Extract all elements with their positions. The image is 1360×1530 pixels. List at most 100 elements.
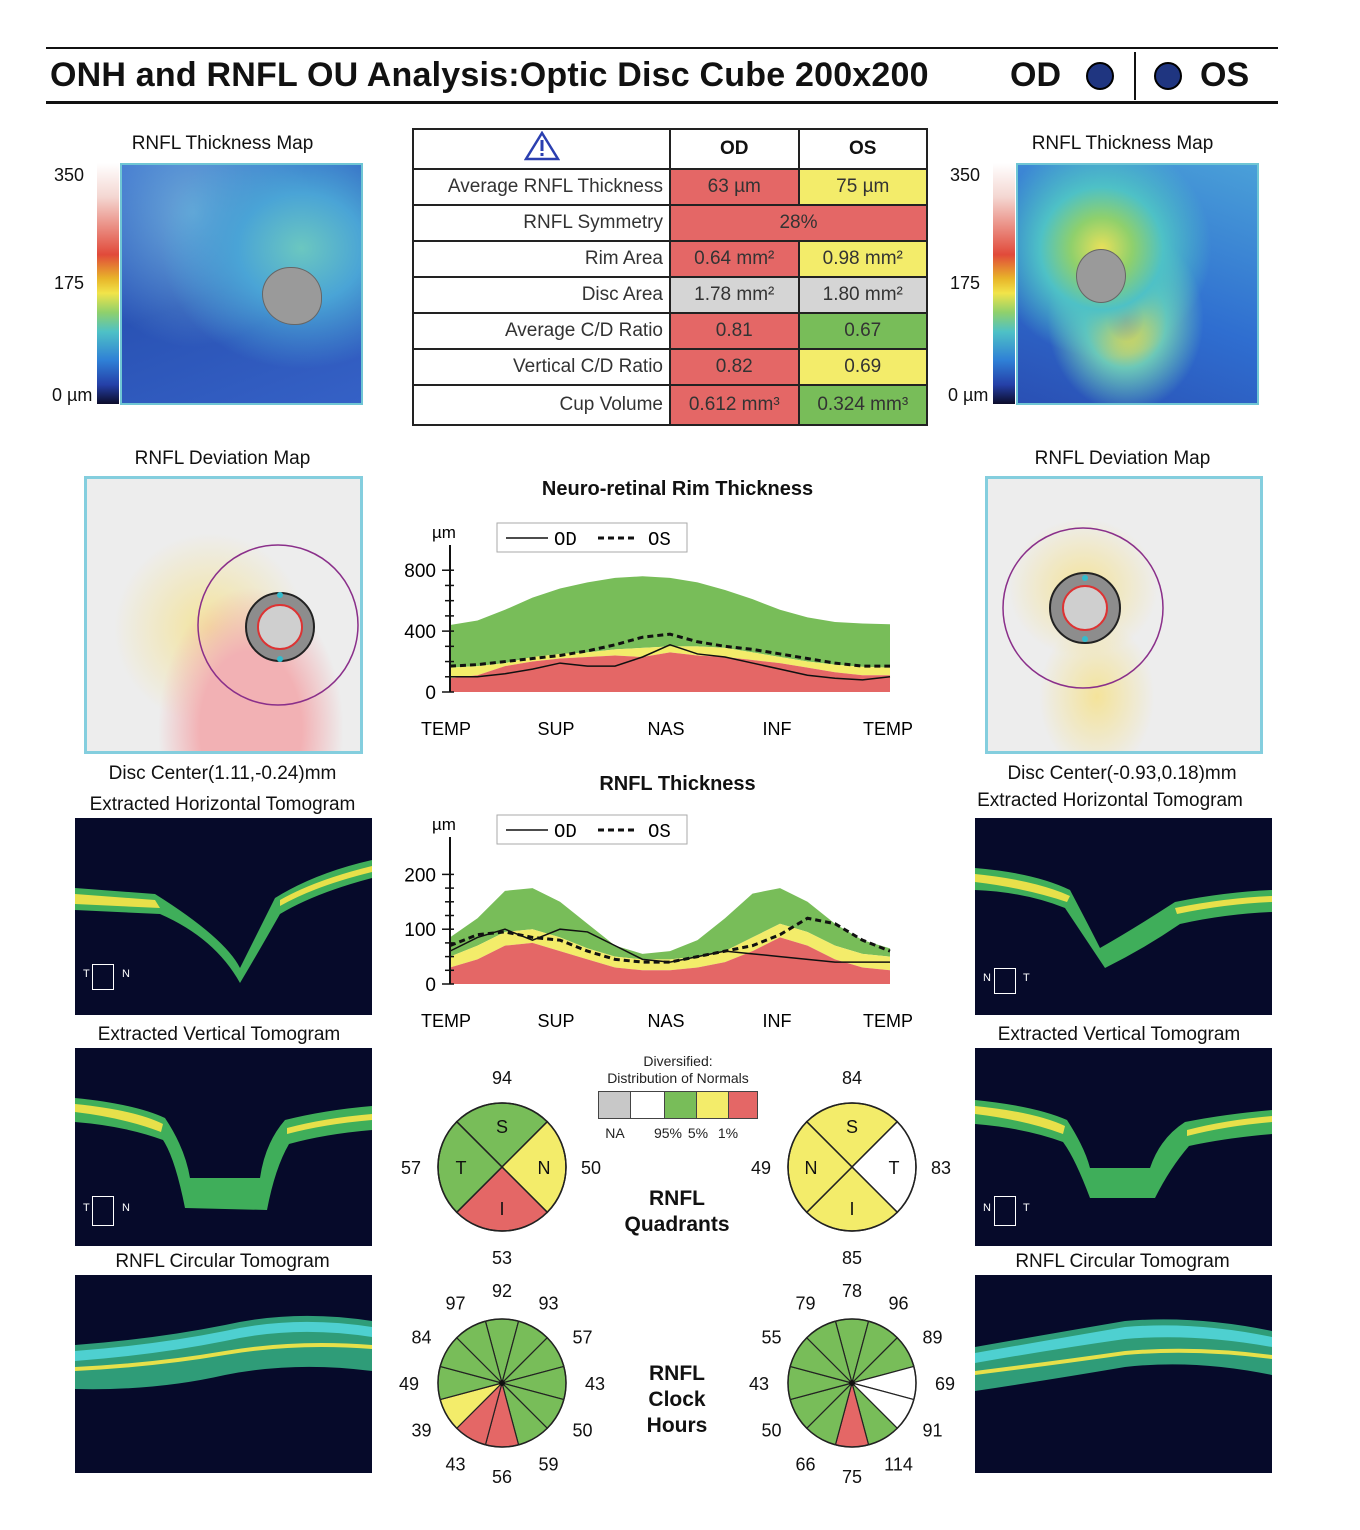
- legend-5-label: 5%: [687, 1125, 709, 1141]
- table-row: Average C/D Ratio 0.81 0.67: [412, 312, 928, 350]
- table-row: Cup Volume 0.612 mm³ 0.324 mm³: [412, 384, 928, 426]
- clock-hour-value: 93: [538, 1293, 558, 1313]
- od-value: 63 µm: [669, 168, 800, 206]
- od-value: 0.81: [669, 312, 800, 350]
- series-line-od: [450, 644, 891, 681]
- table-row: Vertical C/D Ratio 0.82 0.69: [412, 348, 928, 386]
- os-h-marker-right: T: [1023, 972, 1030, 984]
- os-value: 0.67: [797, 312, 928, 350]
- os-horizontal-tomogram: N T: [975, 818, 1272, 1015]
- od-disc-center: Disc Center(1.11,-0.24)mm: [108, 763, 337, 784]
- clock-center-dot: [849, 1380, 855, 1386]
- od-v-marker-left: T: [83, 1202, 90, 1214]
- os-circular-tomogram: [975, 1275, 1272, 1473]
- y-tick-label: 0: [425, 975, 436, 996]
- table-header-row: OD OS: [412, 128, 928, 170]
- os-h-marker-left: N: [983, 972, 991, 984]
- od-scale-bottom: 0 µm: [52, 385, 93, 405]
- od-h-marker-left: T: [83, 968, 90, 980]
- legend-na-label: NA: [605, 1125, 625, 1141]
- y-axis-label: µm: [432, 815, 456, 834]
- norm-band-red: [450, 937, 890, 984]
- table-row: Disc Area 1.78 mm² 1.80 mm²: [412, 276, 928, 314]
- od-value: 0.612 mm³: [669, 384, 800, 426]
- rnfl-parameters-table: OD OS Average RNFL Thickness 63 µm 75 µm…: [412, 128, 928, 426]
- clock-hour-value: 50: [761, 1421, 781, 1441]
- clock-hour-value: 50: [573, 1421, 593, 1441]
- clock-label-line1: RNFL: [649, 1362, 705, 1385]
- clock-center-dot: [499, 1380, 505, 1386]
- od-value: 0.64 mm²: [669, 240, 800, 278]
- quadrant-value: 57: [401, 1158, 421, 1178]
- od-circular-tomogram-caption: RNFL Circular Tomogram: [115, 1251, 330, 1272]
- os-label: OS: [1200, 56, 1250, 94]
- rim-thickness-chart: 800 400 0 µm TEMP SUP NAS INF TEMP OD OS: [404, 522, 913, 739]
- legend-title-line2: Distribution of Normals: [607, 1070, 749, 1086]
- y-tick-label: 800: [404, 561, 436, 582]
- od-value: 0.82: [669, 348, 800, 386]
- od-optic-disc: [262, 267, 322, 325]
- col-header-os: OS: [797, 128, 928, 170]
- x-tick-label: TEMP: [863, 1011, 913, 1031]
- norm-band-green: [450, 576, 890, 668]
- legend-swatch-na: [599, 1092, 631, 1118]
- quadrant-value: 84: [842, 1068, 862, 1088]
- clock-hour-value: 78: [842, 1281, 862, 1301]
- od-clock-hours-chart: 92 93 57 43 50 59 56 43 39 49 84 97: [399, 1281, 605, 1487]
- clock-label-line2: Clock: [648, 1388, 706, 1411]
- quadrant-value: 83: [931, 1158, 951, 1178]
- x-tick-label: NAS: [647, 719, 684, 739]
- clock-hour-value: 92: [492, 1281, 512, 1301]
- od-thickness-map-caption: RNFL Thickness Map: [131, 133, 314, 154]
- orientation-box-icon: [994, 968, 1016, 994]
- legend-swatch-white: [631, 1092, 665, 1118]
- od-value: 1.78 mm²: [669, 276, 800, 314]
- x-tick-label: NAS: [647, 1011, 684, 1031]
- table-row: Average RNFL Thickness 63 µm 75 µm: [412, 168, 928, 206]
- y-axis-label: µm: [432, 523, 456, 542]
- orientation-box-icon: [994, 1196, 1016, 1226]
- quadrant-letter: T: [889, 1158, 900, 1178]
- clock-outline: [437, 1318, 567, 1448]
- od-horizontal-tomogram: T N: [75, 818, 372, 1015]
- od-vertical-tomogram-caption: Extracted Vertical Tomogram: [97, 1024, 341, 1045]
- warning-triangle-icon: [523, 130, 560, 161]
- orientation-box-icon: [92, 1196, 114, 1226]
- os-scale-top: 350: [950, 165, 981, 185]
- quadrant-letter: T: [456, 1158, 467, 1178]
- os-scale-mid: 175: [950, 273, 981, 293]
- os-v-marker-right: T: [1023, 1202, 1030, 1214]
- od-circular-tomogram: [75, 1275, 372, 1473]
- legend-1-label: 1%: [717, 1125, 739, 1141]
- report-title: ONH and RNFL OU Analysis:Optic Disc Cube…: [50, 56, 929, 94]
- clock-hour-value: 97: [445, 1293, 465, 1313]
- od-horizontal-tomogram-scan: [75, 860, 372, 983]
- clock-hour-value: 56: [492, 1467, 512, 1487]
- series-line-os: [449, 916, 891, 964]
- legend-swatch-red: [729, 1092, 757, 1118]
- col-header-od: OD: [669, 128, 800, 170]
- clock-hour-value: 59: [538, 1455, 558, 1475]
- clock-hour-value: 96: [888, 1293, 908, 1313]
- row-label: Cup Volume: [412, 384, 671, 426]
- os-vertical-tomogram: N T: [975, 1048, 1272, 1246]
- legend-swatch-yellow: [697, 1092, 729, 1118]
- quadrant-outline: [787, 1102, 917, 1232]
- quadrant-value: 50: [581, 1158, 601, 1178]
- clock-hour-value: 91: [923, 1421, 943, 1441]
- row-label: Rim Area: [412, 240, 671, 278]
- quadrant-letter: S: [846, 1117, 858, 1137]
- od-thickness-colorbar: [97, 163, 119, 404]
- legend-od-label: OD: [554, 821, 577, 843]
- quadrant-letter: N: [805, 1158, 818, 1178]
- clock-hour-value: 39: [411, 1421, 431, 1441]
- clock-hours-label: RNFL Clock Hours: [612, 1361, 742, 1439]
- row-label: Average RNFL Thickness: [412, 168, 671, 206]
- os-deviation-map: [985, 476, 1263, 754]
- norm-band-yellow: [450, 923, 890, 971]
- quadrants-label-line2: Quadrants: [624, 1213, 730, 1236]
- od-horizontal-tomogram-caption: Extracted Horizontal Tomogram: [89, 794, 356, 815]
- od-deviation-map-caption: RNFL Deviation Map: [134, 448, 311, 469]
- od-thickness-map: [120, 163, 363, 405]
- x-tick-label: TEMP: [421, 719, 471, 739]
